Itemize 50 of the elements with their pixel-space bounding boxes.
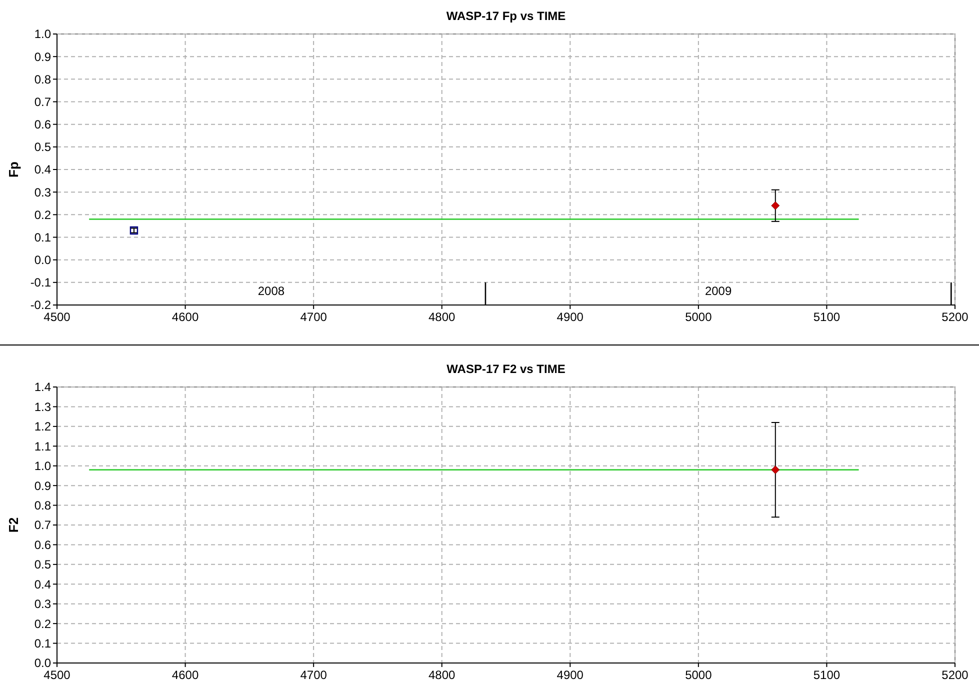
annotation: 2009 [704,284,732,298]
x-tick-label: 5000 [685,668,712,682]
x-tick-label: 5100 [813,310,840,324]
annotation: 2008 [258,284,285,298]
y-tick-label: 0.0 [34,253,52,268]
y-tick-label: 0.4 [34,162,52,177]
y-tick-label: 0.6 [34,118,52,132]
x-tick-label: 4800 [428,668,456,682]
x-tick-label: 4600 [172,668,199,682]
x-tick-label: 5200 [942,310,969,324]
x-tick-label: 4600 [172,310,199,324]
x-tick-label: 5000 [685,310,712,324]
x-tick-label: 4800 [428,310,456,324]
y-tick-label: 0.1 [34,230,52,244]
y-tick-label: 0.8 [34,498,52,512]
y-tick-label: 1.4 [34,380,52,394]
y-tick-label: 0.8 [34,72,52,86]
chart-title: WASP-17 Fp vs TIME [446,9,566,23]
x-tick-label: 4500 [44,310,71,324]
y-tick-label: 0.4 [34,577,52,592]
y-tick-label: 0.2 [34,616,52,631]
y-tick-label: 0.0 [34,656,52,670]
y-tick-label: 0.5 [34,140,52,154]
y-tick-label: 1.1 [34,439,52,454]
y-tick-label: 0.3 [34,185,52,200]
y-tick-label: 0.5 [34,558,52,572]
x-tick-label: 4700 [300,310,328,324]
x-tick-label: 4500 [44,668,71,682]
y-tick-label: -0.1 [30,276,52,290]
chart-title: WASP-17 F2 vs TIME [446,362,566,376]
y-tick-label: 0.6 [34,538,52,552]
x-tick-label: 4900 [556,310,584,324]
x-tick-label: 4700 [300,668,328,682]
x-tick-label: 5200 [942,668,969,682]
x-tick-label: 5100 [813,668,840,682]
y-tick-label: 0.9 [34,478,52,493]
y-tick-label: 1.0 [34,27,52,42]
y-tick-label: 1.3 [34,400,52,414]
x-tick-label: 4900 [556,668,584,682]
y-tick-label: -0.2 [30,298,52,312]
y-tick-label: 0.7 [34,94,52,109]
y-tick-label: 0.9 [34,50,52,64]
y-axis-title: F2 [6,517,21,533]
y-tick-label: 1.2 [34,420,52,434]
y-axis-title: Fp [6,162,21,178]
y-tick-label: 0.7 [34,518,52,532]
y-tick-label: 0.1 [34,636,52,650]
y-tick-label: 1.0 [34,459,52,474]
y-tick-label: 0.2 [34,208,52,222]
y-tick-label: 0.3 [34,597,52,612]
